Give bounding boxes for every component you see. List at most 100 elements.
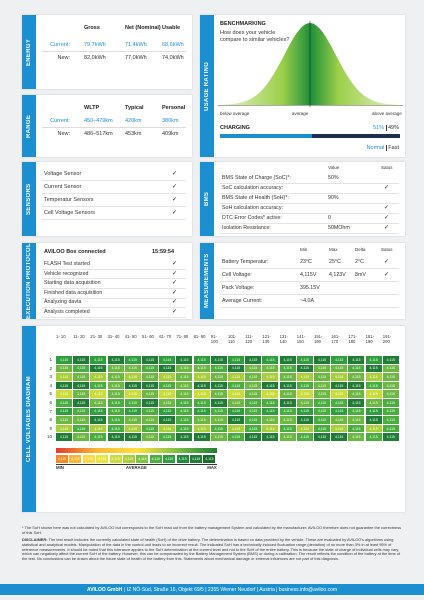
scale-cell: 4,115: [56, 455, 68, 463]
cell: 4,115: [314, 399, 330, 407]
cell: 4,115: [90, 424, 107, 433]
cell: 4,115: [365, 356, 382, 364]
column-header: 1- 10: [56, 334, 66, 339]
disclaimer-title: DISCLAIMER:: [22, 537, 48, 542]
measurement-item: Cell Voltage:: [222, 272, 252, 278]
scale-label: MAX: [207, 465, 217, 470]
sensor-name: Temperatur Sensors: [44, 197, 94, 203]
cell: 4,115: [245, 433, 262, 441]
cell: 4,115: [228, 381, 244, 390]
cell: 4,115: [90, 381, 107, 390]
cell: 4,115: [314, 381, 330, 390]
column-header: 41- 50: [124, 334, 137, 339]
section-strip: BMS: [200, 162, 214, 236]
cell: 4,115: [90, 356, 107, 364]
cell: 4,115: [124, 364, 141, 373]
cell: 4,115: [365, 416, 382, 424]
value: 380km: [162, 118, 179, 124]
value: 77,0kWh: [125, 55, 147, 61]
check-icon: ✓: [172, 280, 178, 287]
value: 453km: [125, 131, 142, 137]
cell: 4,115: [73, 390, 90, 398]
cell: 4,115: [193, 364, 210, 373]
measurement-value: 23°C: [300, 259, 312, 265]
scale-cell: 4,115: [203, 455, 216, 463]
column-header: WLTP: [84, 105, 100, 111]
protocol-step: Analyzing davta: [44, 299, 82, 306]
section-strip: ENERGY: [22, 15, 36, 89]
divider: [220, 193, 399, 194]
cell: 4,115: [279, 364, 296, 373]
cell: 4,115: [56, 373, 72, 381]
cell: 4,115: [382, 356, 399, 364]
column-header: 111- 120: [245, 334, 253, 344]
measurement-item: Average Current:: [222, 298, 263, 304]
disclaimer: DISCLAIMER: The test result includes the…: [22, 537, 404, 562]
cell: 4,115: [142, 390, 158, 398]
row-label: 1: [49, 357, 52, 362]
measurements-panel: MEASUREMENTS Min Max Delta Satus Battery Temp…: [200, 243, 405, 319]
column-header: Satus: [381, 165, 393, 170]
cell: 4,115: [56, 424, 72, 433]
row-label: 7: [49, 408, 52, 414]
row-label: 8: [49, 417, 52, 423]
cell: 4,115: [107, 424, 124, 433]
protocol-step: Analysis completed: [44, 309, 90, 315]
range-panel: RANGE WLTP Typical Personal Current: 450–479k…: [22, 95, 192, 157]
cell: 4,115: [382, 373, 399, 381]
usage-panel: USAGE RATING BENCHMARKING How does your ve…: [200, 15, 405, 157]
cell: 4,115: [331, 416, 348, 424]
column-header: 151- 160: [314, 334, 323, 344]
cell: 4,115: [382, 399, 399, 407]
cell: 4,115: [279, 373, 296, 381]
cell: 4,115: [348, 356, 365, 364]
divider: [42, 307, 186, 309]
scale-cell: 4,115: [149, 455, 162, 463]
column-header: Delta: [355, 247, 366, 252]
column-header: 181- 190: [365, 334, 374, 344]
cell: 4,115: [365, 381, 382, 390]
cell: 4,115: [262, 407, 279, 416]
divider: [220, 233, 399, 234]
cell: 4,115: [73, 424, 90, 433]
value: 71,4kWh: [125, 42, 147, 48]
check-icon: ✓: [384, 185, 390, 191]
cell: 4,115: [296, 364, 313, 373]
divider: [42, 316, 186, 318]
cell: 4,115: [176, 381, 193, 390]
mode-labels: Normal Fast: [367, 145, 399, 151]
scale-cell: 4,115: [176, 455, 189, 463]
cell: 4,115: [73, 433, 90, 441]
cell: 4,115: [90, 390, 107, 398]
cell: 4,115: [228, 433, 244, 441]
value: 450–479km: [84, 118, 113, 124]
share-fast: 49%: [387, 125, 399, 131]
cell: 4,115: [228, 364, 244, 373]
cell: 4,115: [193, 407, 210, 416]
divider: [220, 281, 399, 282]
cell: 4,115: [228, 416, 244, 424]
cell: 4,115: [142, 424, 158, 433]
cell: 4,115: [365, 399, 382, 407]
column-header: Max: [329, 247, 338, 252]
scale-label: above average: [372, 111, 402, 116]
curve-area: [218, 23, 403, 105]
cell: 4,115: [73, 381, 90, 390]
cell: 4,115: [73, 407, 90, 416]
bms-item: BMS State of Charge (SoC)*:: [222, 175, 291, 181]
divider: [220, 203, 399, 204]
cell: 4,115: [262, 390, 279, 398]
check-icon: ✓: [172, 289, 178, 296]
section-label: USAGE RATING: [204, 61, 210, 111]
cell: 4,115: [228, 390, 244, 398]
cell: 4,115: [142, 433, 158, 441]
sensor-name: Voltage Sensor: [44, 171, 82, 177]
protocol-step: Finished data acquisition: [44, 289, 103, 296]
row-label: 5: [49, 391, 52, 397]
divider: [42, 278, 186, 280]
divider: [42, 268, 186, 270]
cell: 4,115: [245, 416, 262, 424]
column-header: Net (Nominal): [125, 25, 161, 31]
cell: 4,115: [176, 399, 193, 407]
